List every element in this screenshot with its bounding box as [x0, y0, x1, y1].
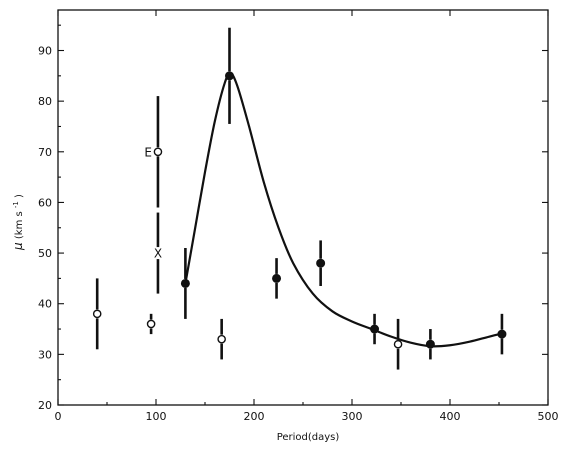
- data-point-cross-label: X: [154, 247, 162, 261]
- x-tick-label: 0: [55, 410, 62, 423]
- y-axis-title: μ (km s -1 ): [10, 194, 25, 251]
- error-bars: [95, 27, 504, 370]
- data-point-filled: [180, 278, 190, 288]
- data-point-open: [146, 319, 156, 329]
- data-point-open: [92, 309, 102, 319]
- point-labels: EX: [144, 145, 162, 260]
- data-point-filled: [225, 71, 234, 81]
- data-point-filled: [316, 258, 326, 268]
- x-tick-label: 500: [538, 410, 559, 423]
- y-tick-label: 70: [38, 146, 52, 159]
- axes: [57, 9, 549, 406]
- data-points: [92, 71, 507, 349]
- y-tick-label: 50: [38, 247, 52, 260]
- x-ticks: 0 100 200 300 400 500: [55, 10, 559, 423]
- y-tick-label: 40: [38, 298, 52, 311]
- y-axis-title-sup: -1: [12, 201, 20, 208]
- y-tick-label: 60: [38, 196, 52, 209]
- y-tick-label: 80: [38, 95, 52, 108]
- data-point-filled: [497, 329, 507, 339]
- data-point-open: [153, 147, 163, 157]
- y-axis-title-symbol: μ: [11, 242, 25, 251]
- data-point-filled: [272, 273, 282, 283]
- y-ticks: 20 30 40 50 60 70 80 90: [38, 24, 548, 412]
- x-axis-title: Period(days): [277, 432, 340, 443]
- y-axis-title-unit: (km s: [14, 211, 25, 239]
- data-point-filled: [425, 339, 435, 349]
- y-tick-label: 20: [38, 399, 52, 412]
- y-axis-title-close: ): [14, 194, 25, 198]
- y-tick-label: 90: [38, 45, 52, 58]
- y-tick-label: 30: [38, 348, 52, 361]
- x-tick-label: 100: [146, 410, 167, 423]
- data-point-open: [393, 339, 403, 349]
- x-tick-label: 300: [342, 410, 363, 423]
- data-point-label: E: [144, 145, 152, 159]
- fit-curve: [184, 72, 505, 348]
- x-tick-label: 400: [440, 410, 461, 423]
- data-point-filled: [370, 324, 380, 334]
- data-point-open: [217, 334, 226, 344]
- plot-frame: [57, 9, 549, 406]
- x-tick-label: 200: [244, 410, 265, 423]
